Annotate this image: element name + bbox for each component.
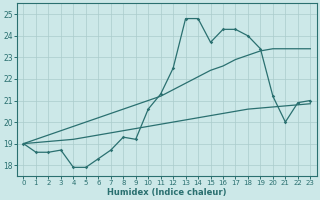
X-axis label: Humidex (Indice chaleur): Humidex (Indice chaleur) bbox=[107, 188, 227, 197]
